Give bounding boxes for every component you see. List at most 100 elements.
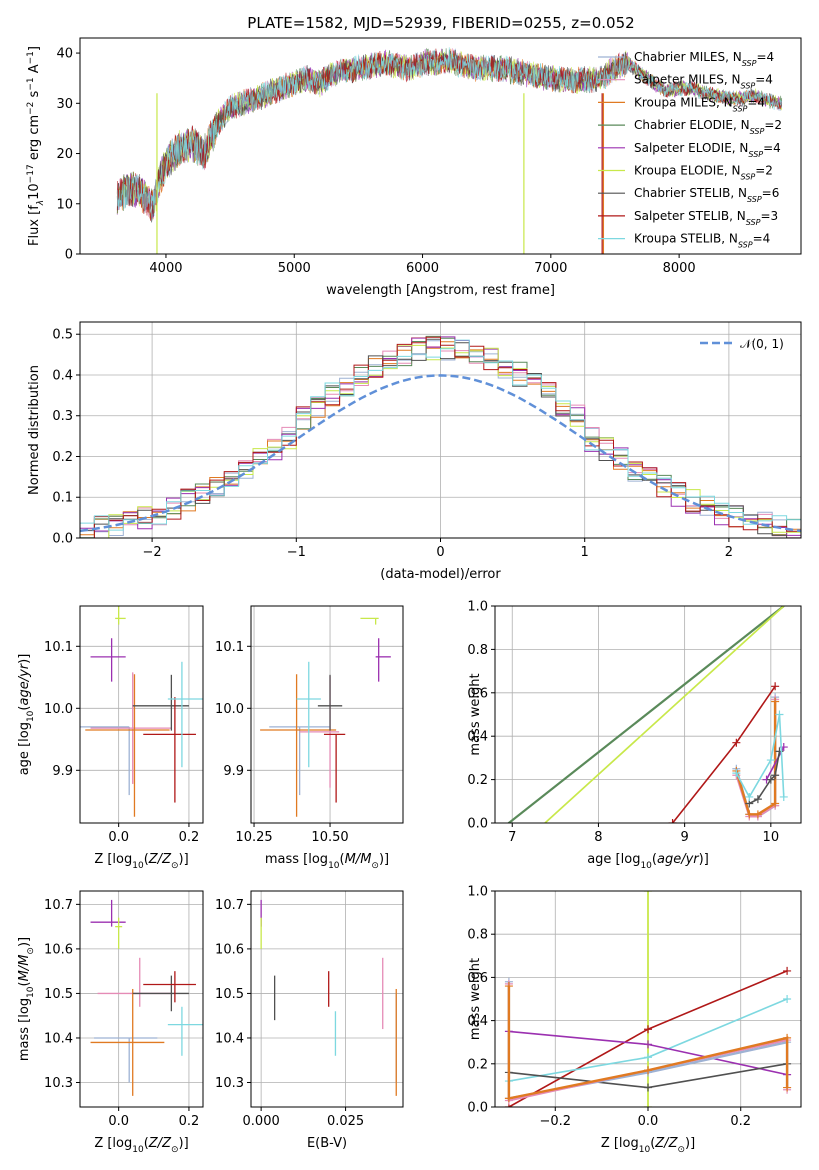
legend-name: Chabrier STELIB, N [634, 186, 747, 200]
weight-marker [745, 810, 754, 819]
errorbar-point [299, 676, 340, 788]
errorbar-point [132, 674, 189, 731]
label-part: )] [379, 852, 389, 867]
y-tick-label: 0.5 [52, 328, 73, 343]
label-part: 10 [27, 183, 42, 200]
weight-line [671, 685, 776, 823]
axes-mass-vs-Z [80, 891, 203, 1107]
weight-marker [771, 771, 780, 780]
y-tick-label: 9.9 [223, 764, 244, 779]
x-axis-label: Z [log10(Z/Z⊙)] [94, 852, 188, 871]
x-tick-label: 0.0 [108, 830, 129, 845]
x-axis-label: E(B-V) [307, 1136, 347, 1151]
spectrum-lines [116, 47, 783, 254]
label-part: erg cm [27, 115, 42, 164]
label-part: Z [log [94, 852, 132, 867]
weight-marker [783, 1083, 792, 1092]
label-part: ( [17, 981, 32, 986]
weight-marker [668, 819, 677, 823]
weight-marker [766, 775, 775, 784]
x-tick-label: 5000 [278, 261, 311, 276]
legend-count: =3 [760, 209, 778, 223]
label-part: mass [log [265, 852, 328, 867]
label-part: age [log [17, 722, 32, 775]
x-axis-label: Z [log10(Z/Z⊙)] [601, 1136, 695, 1155]
label-part: M [17, 955, 32, 966]
x-tick-label: 0.2 [179, 830, 200, 845]
legend-entry: Chabrier MILES, NSSP=4 [634, 50, 774, 68]
errorbar-point [317, 674, 343, 731]
label-part: Z/ [654, 1136, 670, 1151]
x-tick-label: 4000 [149, 261, 182, 276]
label-part: 10 [132, 1145, 144, 1155]
residual-histogram [80, 339, 801, 537]
legend-sub: SSP [741, 172, 756, 181]
label-part: ( [340, 852, 345, 867]
legend-entry: Kroupa MILES, NSSP=4 [634, 95, 765, 113]
y-tick-label: 1.0 [467, 600, 488, 615]
frame-weight-vs-Z: −0.2 0.0 0.2 0.0 0.2 0.4 0.6 0.8 1.0 [467, 885, 802, 1129]
weight-lines [507, 606, 788, 823]
x-tick-label: 0.0 [638, 1114, 659, 1129]
legend-entry: 𝒩(0, 1) [740, 337, 784, 351]
errorbar-point [360, 617, 379, 625]
legend-count: =4 [755, 73, 773, 87]
weight-marker [644, 1040, 652, 1049]
weight-marker [745, 792, 754, 801]
weight-marker [783, 966, 792, 975]
plot-frame [79, 37, 802, 255]
spectrum-line [116, 47, 783, 217]
y-tick-label: 0.0 [52, 532, 73, 547]
weight-marker [644, 1053, 652, 1062]
x-tick-label: −2 [143, 545, 162, 560]
errorbar-point [375, 638, 391, 682]
frame-residuals: −2 −1 0 1 2 0.0 0.1 0.2 0.3 0.4 0.5 [52, 321, 802, 560]
plot-frame [250, 890, 404, 1108]
legend-count: =2 [755, 164, 773, 178]
label-part: Z [668, 1136, 679, 1151]
weight-lines [504, 891, 792, 1107]
label-part: age/yr [17, 662, 32, 705]
x-tick-label: 0.0 [108, 1114, 129, 1129]
label-part: ⊙ [171, 861, 179, 871]
weight-line [544, 606, 785, 823]
errorbars [260, 617, 391, 817]
label-part: ⊙ [371, 861, 379, 871]
frame-age-vs-Z: 0.0 0.2 9.9 10.0 10.1 [44, 605, 204, 845]
errorbar-point [167, 661, 203, 768]
label-part: 10 [640, 861, 652, 871]
label-part: )] [699, 852, 709, 867]
x-tick-label: 0.2 [179, 1114, 200, 1129]
label-part: Z/ [148, 1136, 164, 1151]
x-tick-label: 8000 [663, 261, 696, 276]
weight-marker [779, 792, 788, 801]
gridlines [80, 606, 203, 823]
y-tick-label: 10.3 [215, 1076, 244, 1091]
label-part: ⊙ [677, 1145, 685, 1155]
frame-weight-vs-age: 7 8 9 10 0.0 0.2 0.4 0.6 0.8 1.0 [467, 600, 802, 845]
label-part: )] [685, 1136, 695, 1151]
y-tick-label: 0.0 [467, 817, 488, 832]
residual-histogram [80, 336, 801, 538]
x-tick-label: 10 [763, 830, 780, 845]
legend-sub: SSP [747, 195, 762, 204]
y-tick-label: 20 [56, 147, 73, 162]
x-tick-label: 7 [508, 830, 516, 845]
label-part: M [360, 852, 371, 867]
label-part: Z [log [601, 1136, 639, 1151]
y-tick-label: 10.7 [44, 898, 73, 913]
errorbars [80, 606, 203, 817]
x-axis-label: (data-model)/error [380, 567, 501, 582]
legend-count: =6 [762, 186, 780, 200]
y-tick-label: 0 [65, 248, 73, 263]
x-tick-label: 1 [581, 545, 589, 560]
errorbar-point [85, 674, 170, 817]
errorbar-point [90, 899, 126, 927]
label-part: Z [log [94, 1136, 132, 1151]
frame-spectrum: 4000 5000 6000 7000 8000 0 10 20 30 40 [56, 37, 802, 276]
label-part: Z [161, 1136, 172, 1151]
y-tick-label: 0.8 [467, 928, 488, 943]
y-tick-label: 10 [56, 197, 73, 212]
label-part: 10 [328, 861, 340, 871]
x-tick-label: 9 [680, 830, 688, 845]
